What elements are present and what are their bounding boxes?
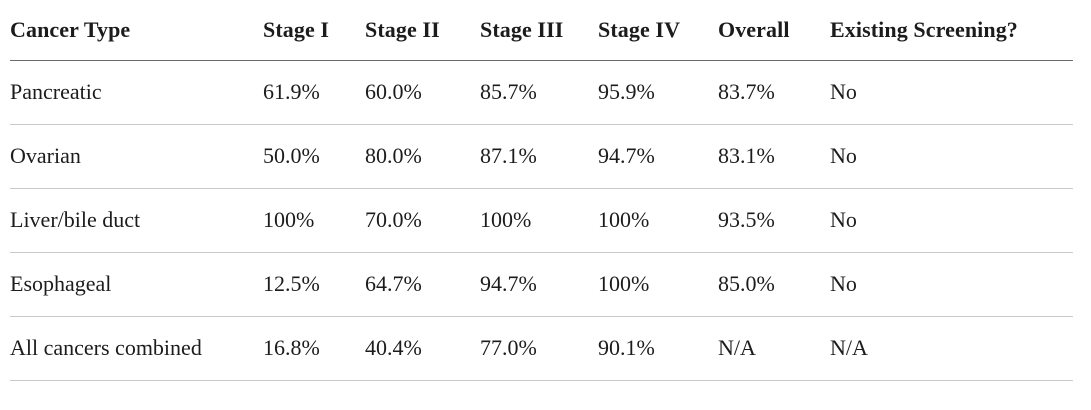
column-header-stage-iii: Stage III <box>480 0 598 61</box>
cell-stage-iii: 94.7% <box>480 252 598 317</box>
cell-stage-iii: 77.0% <box>480 316 598 381</box>
column-header-overall: Overall <box>718 0 830 61</box>
table-row-ovarian: Ovarian 50.0% 80.0% 87.1% 94.7% 83.1% No <box>10 124 1073 189</box>
table-row-esophageal: Esophageal 12.5% 64.7% 94.7% 100% 85.0% … <box>10 252 1073 317</box>
cell-overall: 93.5% <box>718 188 830 253</box>
cell-stage-i: 50.0% <box>263 124 365 189</box>
cell-stage-iv: 90.1% <box>598 316 718 381</box>
cell-stage-iv: 94.7% <box>598 124 718 189</box>
cell-cancer-type: Liver/bile duct <box>10 188 263 253</box>
cell-stage-i: 16.8% <box>263 316 365 381</box>
cell-existing-screening: No <box>830 188 1073 253</box>
cell-stage-i: 61.9% <box>263 60 365 125</box>
cell-cancer-type: Esophageal <box>10 252 263 317</box>
table-row-pancreatic: Pancreatic 61.9% 60.0% 85.7% 95.9% 83.7%… <box>10 60 1073 125</box>
column-header-stage-i: Stage I <box>263 0 365 61</box>
cell-stage-ii: 70.0% <box>365 188 480 253</box>
cell-stage-iii: 87.1% <box>480 124 598 189</box>
cell-stage-ii: 80.0% <box>365 124 480 189</box>
cell-existing-screening: N/A <box>830 316 1073 381</box>
cell-stage-i: 100% <box>263 188 365 253</box>
cell-cancer-type: Ovarian <box>10 124 263 189</box>
cell-stage-ii: 64.7% <box>365 252 480 317</box>
cell-existing-screening: No <box>830 124 1073 189</box>
cancer-survival-table: Cancer Type Stage I Stage II Stage III S… <box>10 0 1073 381</box>
survival-rates-table-container: Cancer Type Stage I Stage II Stage III S… <box>10 0 1073 381</box>
cell-stage-iii: 100% <box>480 188 598 253</box>
column-header-cancer-type: Cancer Type <box>10 0 263 61</box>
table-row-all-cancers-combined: All cancers combined 16.8% 40.4% 77.0% 9… <box>10 316 1073 381</box>
cell-cancer-type: Pancreatic <box>10 60 263 125</box>
cell-stage-iv: 95.9% <box>598 60 718 125</box>
table-row-liver-bile-duct: Liver/bile duct 100% 70.0% 100% 100% 93.… <box>10 188 1073 253</box>
cell-cancer-type: All cancers combined <box>10 316 263 381</box>
cell-existing-screening: No <box>830 252 1073 317</box>
cell-overall: 83.7% <box>718 60 830 125</box>
column-header-stage-iv: Stage IV <box>598 0 718 61</box>
cell-stage-ii: 40.4% <box>365 316 480 381</box>
cell-stage-iv: 100% <box>598 252 718 317</box>
cell-overall: N/A <box>718 316 830 381</box>
column-header-stage-ii: Stage II <box>365 0 480 61</box>
cell-existing-screening: No <box>830 60 1073 125</box>
cell-stage-iv: 100% <box>598 188 718 253</box>
cell-stage-i: 12.5% <box>263 252 365 317</box>
cell-overall: 85.0% <box>718 252 830 317</box>
cell-stage-iii: 85.7% <box>480 60 598 125</box>
column-header-existing-screening: Existing Screening? <box>830 0 1073 61</box>
header-row: Cancer Type Stage I Stage II Stage III S… <box>10 0 1073 61</box>
cell-overall: 83.1% <box>718 124 830 189</box>
cell-stage-ii: 60.0% <box>365 60 480 125</box>
